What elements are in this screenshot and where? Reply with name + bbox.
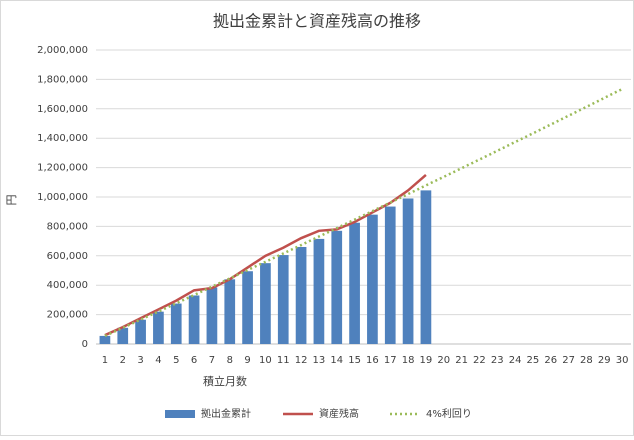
x-tick-label: 10 [259, 355, 272, 366]
y-axis-label: 円 [5, 195, 18, 206]
x-tick-label: 16 [366, 355, 379, 366]
bar [242, 271, 253, 344]
legend-label: 拠出金累計 [201, 407, 251, 420]
bar [206, 287, 218, 344]
y-tick-label: 600,000 [47, 251, 88, 262]
y-tick-label: 1,600,000 [37, 104, 88, 115]
x-tick-label: 27 [562, 355, 575, 366]
x-tick-label: 18 [402, 355, 415, 366]
x-tick-label: 2 [120, 355, 126, 366]
bar [224, 279, 236, 344]
x-tick-label: 19 [420, 355, 433, 366]
line-series [104, 87, 623, 338]
x-tick-label: 5 [173, 355, 179, 366]
y-tick-label: 200,000 [47, 310, 88, 321]
bar [277, 255, 289, 344]
y-tick-label: 1,000,000 [37, 192, 88, 203]
bar [384, 206, 396, 344]
x-tick-label: 1 [102, 355, 108, 366]
legend-swatch [165, 410, 195, 418]
bar [170, 303, 182, 344]
chart-title: 拠出金累計と資産残高の推移 [213, 12, 421, 31]
x-tick-label: 9 [244, 355, 250, 366]
y-tick-label: 400,000 [47, 280, 88, 291]
x-tick-label: 24 [509, 355, 522, 366]
x-tick-label: 6 [191, 355, 197, 366]
y-tick-label: 800,000 [47, 221, 88, 232]
y-tick-label: 0 [82, 339, 88, 350]
x-tick-label: 21 [455, 355, 468, 366]
y-tick-label: 1,200,000 [37, 163, 88, 174]
x-tick-label: 17 [384, 355, 397, 366]
x-tick-label: 4 [155, 355, 161, 366]
x-tick-label: 20 [437, 355, 450, 366]
bar [260, 263, 271, 344]
x-tick-label: 8 [227, 355, 233, 366]
x-tick-label: 13 [313, 355, 326, 366]
y-tick-label: 2,000,000 [37, 45, 88, 56]
bar [117, 327, 129, 344]
bar [367, 214, 378, 344]
bar [188, 295, 200, 344]
bar [331, 230, 343, 344]
bar [99, 335, 111, 344]
x-tick-label: 7 [209, 355, 215, 366]
x-tick-label: 22 [473, 355, 486, 366]
x-tick-label: 11 [277, 355, 290, 366]
x-tick-label: 30 [616, 355, 629, 366]
x-tick-label: 15 [348, 355, 361, 366]
bar [420, 190, 432, 344]
x-tick-label: 25 [527, 355, 540, 366]
x-tick-label: 26 [544, 355, 557, 366]
x-tick-label: 29 [598, 355, 611, 366]
x-axis-label: 積立月数 [203, 374, 247, 388]
bar [135, 319, 146, 344]
x-tick-label: 28 [580, 355, 593, 366]
legend-label: 資産残高 [319, 407, 359, 420]
bar [349, 222, 360, 344]
x-tick-label: 23 [491, 355, 504, 366]
bar [153, 311, 164, 344]
line-series [104, 174, 427, 337]
bar [402, 198, 414, 344]
bar [313, 238, 325, 344]
y-tick-label: 1,400,000 [37, 133, 88, 144]
y-tick-label: 1,800,000 [37, 74, 88, 85]
x-tick-label: 3 [137, 355, 143, 366]
legend-label: 4%利回り [426, 408, 472, 420]
x-tick-label: 14 [330, 355, 343, 366]
x-tick-label: 12 [295, 355, 308, 366]
bar [295, 246, 307, 344]
